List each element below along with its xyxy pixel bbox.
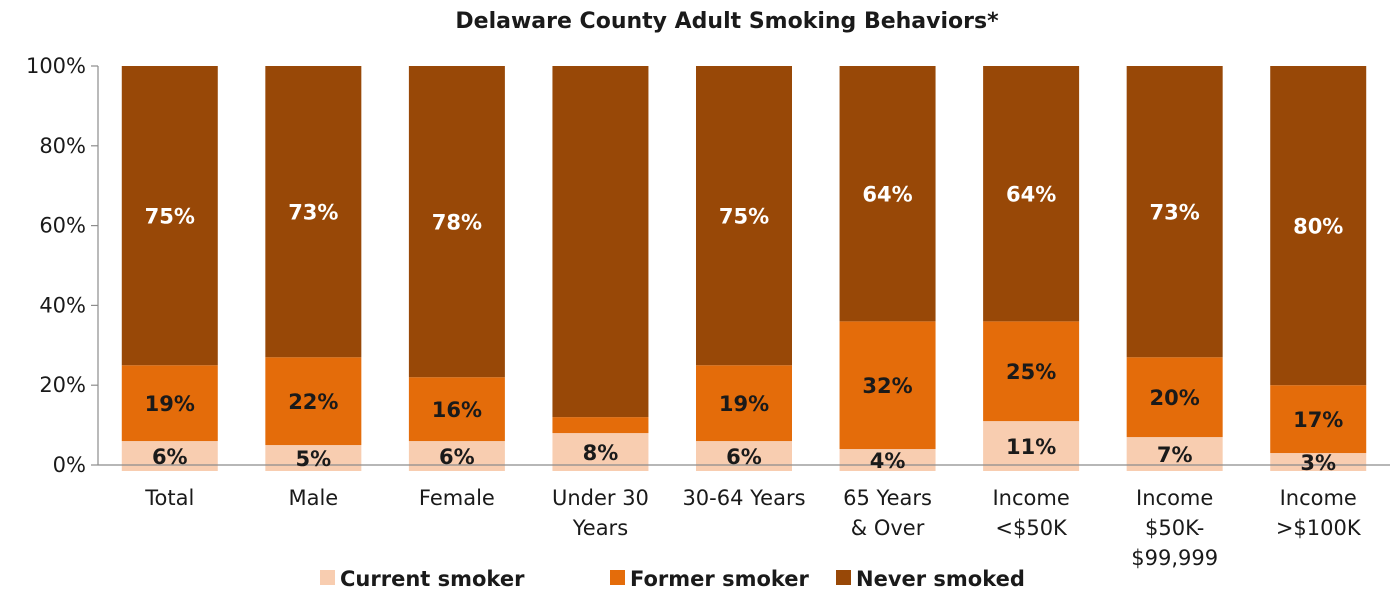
legend-swatch xyxy=(610,570,625,585)
data-label: 80% xyxy=(1293,215,1343,239)
data-label: 22% xyxy=(288,390,338,414)
data-label: 5% xyxy=(296,447,332,471)
y-tick-label: 20% xyxy=(39,373,86,397)
data-label: 64% xyxy=(862,183,912,207)
data-labels-group: 6% 19% 75% 5% 22% 73% 6% 16% 78% 8% 6% 19% 75% 4% 32% 6… xyxy=(145,183,1344,475)
bar-segment-current-smoker xyxy=(983,421,1080,471)
x-tick-label: Income $50K-$99,999 xyxy=(1131,486,1218,570)
bar-segment-never-smoked xyxy=(265,66,362,358)
x-tick-label: 30-64 Years xyxy=(682,486,805,510)
y-tick-label: 0% xyxy=(53,453,86,477)
y-tick-label: 60% xyxy=(39,214,86,238)
data-label: 64% xyxy=(1006,183,1056,207)
bar-segment-never-smoked xyxy=(696,66,792,366)
data-label: 7% xyxy=(1157,443,1193,467)
data-label: 19% xyxy=(145,392,195,416)
bar-segment-former-smoker xyxy=(983,321,1080,422)
legend-item: Never smoked xyxy=(836,567,1025,591)
data-label: 75% xyxy=(719,205,769,229)
bar-segment-never-smoked xyxy=(1126,66,1223,358)
legend: Current smoker Former smoker Never smoked xyxy=(320,567,1025,591)
legend-swatch xyxy=(836,570,851,585)
bar-segment-former-smoker xyxy=(265,357,362,446)
bars-group xyxy=(121,66,1367,471)
y-tick-label: 100% xyxy=(26,54,86,78)
bar-segment-never-smoked xyxy=(121,66,218,366)
y-tick-label: 80% xyxy=(39,134,86,158)
x-tick-label: Income <$50K xyxy=(992,486,1069,540)
legend-item: Former smoker xyxy=(610,567,810,591)
bar-segment-never-smoked xyxy=(839,66,936,322)
bar-segment-former-smoker xyxy=(121,365,218,442)
legend-label: Former smoker xyxy=(630,567,810,591)
x-axis: Total Male Female Under 30 Years 30-64 Years 6… xyxy=(98,464,1390,570)
bar-segment-never-smoked xyxy=(983,66,1080,322)
data-label: 73% xyxy=(1150,201,1200,225)
data-label: 25% xyxy=(1006,360,1056,384)
x-tick-label: Under 30 Years xyxy=(552,486,649,540)
legend-label: Current smoker xyxy=(340,567,525,591)
data-label: 16% xyxy=(432,398,482,422)
bar-segment-former-smoker xyxy=(1126,357,1223,438)
x-tick-label: Total xyxy=(144,486,194,510)
data-label: 3% xyxy=(1300,451,1336,475)
data-label: 11% xyxy=(1006,435,1056,459)
legend-swatch xyxy=(320,570,335,585)
bar-segment-current-smoker xyxy=(121,441,218,471)
bar-segment-current-smoker xyxy=(265,445,362,471)
data-label: 78% xyxy=(432,211,482,235)
bar-segment-current-smoker xyxy=(1270,453,1367,471)
data-label: 32% xyxy=(862,374,912,398)
legend-item: Current smoker xyxy=(320,567,525,591)
data-label: 6% xyxy=(726,445,762,469)
bar-segment-former-smoker xyxy=(839,321,936,450)
data-label: 20% xyxy=(1150,386,1200,410)
y-axis: 0% 20% 40% 60% 80% 100% xyxy=(26,54,99,477)
data-label: 17% xyxy=(1293,408,1343,432)
x-tick-label: Male xyxy=(288,486,338,510)
legend-label: Never smoked xyxy=(856,567,1025,591)
data-label: 19% xyxy=(719,392,769,416)
data-label: 4% xyxy=(870,449,906,473)
data-label: 73% xyxy=(288,201,338,225)
bar-segment-never-smoked xyxy=(408,66,505,378)
data-label: 75% xyxy=(145,205,195,229)
bar-segment-former-smoker xyxy=(1270,385,1367,454)
x-tick-label: Income >$100K xyxy=(1276,486,1362,540)
bar-segment-former-smoker xyxy=(408,377,505,442)
x-tick-label: Female xyxy=(419,486,495,510)
bar-segment-never-smoked xyxy=(1270,66,1367,386)
data-label: 8% xyxy=(583,441,619,465)
bar-segment-former-smoker xyxy=(552,417,649,434)
x-tick-label: 65 Years & Over xyxy=(843,486,932,540)
bar-segment-current-smoker xyxy=(408,441,505,471)
bar-segment-current-smoker xyxy=(696,441,792,471)
y-tick-label: 40% xyxy=(39,293,86,317)
data-label: 6% xyxy=(439,445,475,469)
chart-title: Delaware County Adult Smoking Behaviors* xyxy=(455,9,999,34)
data-label: 6% xyxy=(152,445,188,469)
bar-segment-former-smoker xyxy=(696,365,792,442)
bar-segment-never-smoked xyxy=(552,66,649,418)
